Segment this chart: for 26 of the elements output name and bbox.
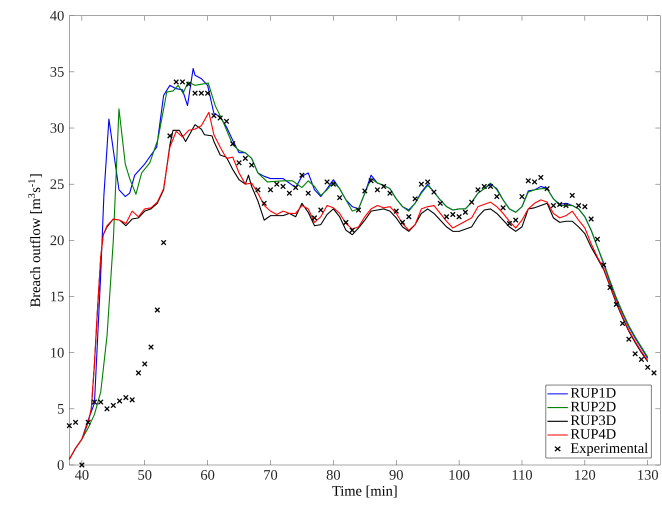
y-tick-label: 5 — [58, 404, 64, 414]
y-tick-label: 15 — [51, 292, 64, 302]
y-tick-label: 40 — [50, 10, 64, 21]
x-tick-label: 110 — [512, 470, 532, 480]
y-tick-label: 0 — [58, 460, 64, 470]
legend-label: Experimental — [570, 442, 648, 456]
y-tick-label: 10 — [51, 348, 64, 358]
legend-label: RUP2D — [570, 402, 616, 412]
x-tick-label: 50 — [138, 470, 152, 480]
y-tick-label: 25 — [50, 179, 64, 190]
y-axis-title: Breach outflow [m$^{3}$s$^{-1}$] — [28, 174, 42, 307]
x-tick-label: 40 — [74, 470, 89, 480]
x-axis-title: Time [min] — [332, 486, 397, 498]
legend-label: RUP4D — [570, 429, 616, 439]
x-tick-label: 60 — [201, 470, 214, 480]
legend-label: RUP3D — [570, 415, 616, 426]
legend-label: RUP1D — [570, 388, 616, 398]
x-tick-label: 120 — [575, 470, 596, 480]
y-tick-label: 35 — [50, 67, 64, 77]
x-tick-label: 100 — [450, 470, 470, 480]
x-tick-label: 90 — [389, 470, 403, 480]
y-tick-label: 20 — [50, 235, 64, 246]
y-tick-label: 30 — [50, 123, 64, 133]
x-tick-label: 70 — [264, 470, 278, 480]
x-tick-label: 80 — [326, 470, 340, 480]
x-tick-label: 130 — [638, 470, 658, 480]
